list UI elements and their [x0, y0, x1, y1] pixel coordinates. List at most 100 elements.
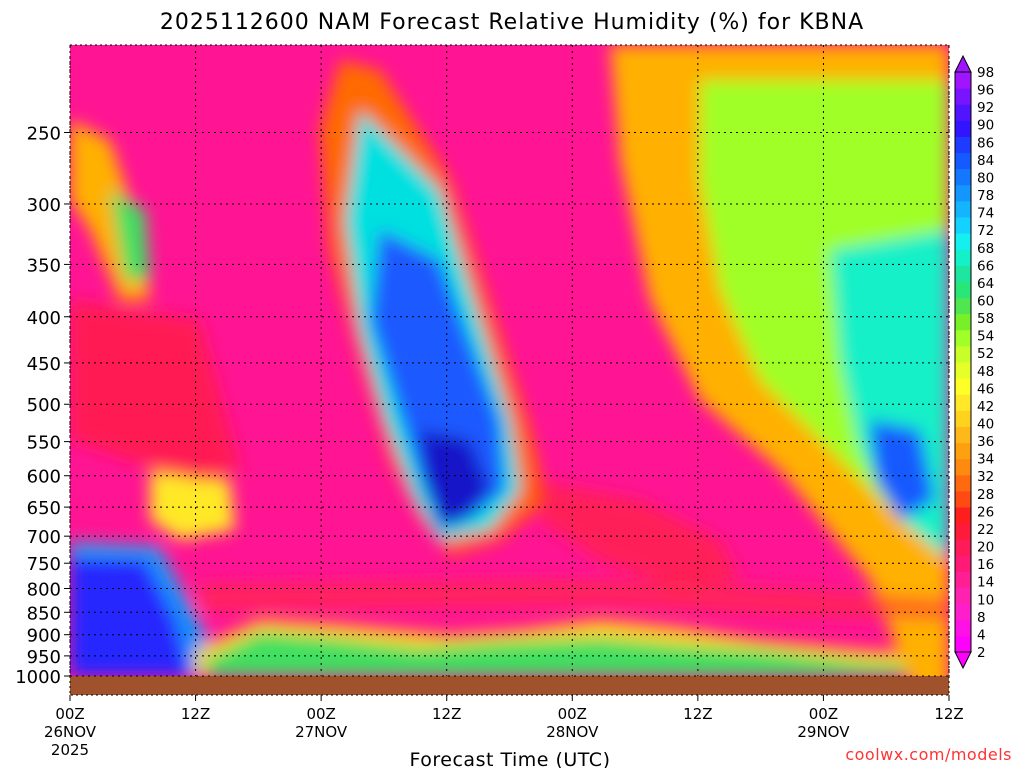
colorbar-level-label: 46: [977, 381, 994, 397]
pressure-tick-label: 650: [27, 498, 61, 519]
time-tick-date: 28NOV: [546, 723, 599, 741]
colorbar-swatch: [955, 474, 971, 492]
colorbar-swatch: [955, 168, 971, 186]
late-moist-peak: [870, 420, 935, 520]
colorbar-swatch: [955, 184, 971, 202]
colorbar-level-label: 60: [977, 293, 994, 309]
colorbar-swatch: [955, 555, 971, 572]
colorbar-swatch: [955, 442, 971, 460]
morning-moist-edge: [70, 540, 220, 676]
pressure-tick-label: 850: [27, 603, 61, 624]
ground-strip: [70, 676, 949, 695]
pressure-tick-label: 900: [27, 626, 61, 647]
colorbar-level-label: 96: [977, 83, 994, 99]
midlevel-moist-streak: [150, 470, 235, 540]
colorbar-level-label: 8: [977, 610, 986, 626]
colorbar-swatch: [955, 539, 971, 556]
time-tick-year: 2025: [51, 741, 89, 759]
colorbar-level-label: 58: [977, 311, 994, 327]
colorbar-swatch: [955, 635, 971, 653]
colorbar-level-label: 14: [977, 575, 994, 591]
pressure-tick-label: 700: [27, 527, 61, 548]
time-tick-date: 29NOV: [797, 723, 850, 741]
pressure-axis: 2503003504004505005506006507007508008509…: [15, 123, 70, 688]
colorbar-level-label: 72: [977, 223, 994, 239]
colorbar-swatch: [955, 426, 971, 444]
pressure-tick-label: 500: [27, 395, 61, 416]
time-tick-label: 00Z: [306, 705, 335, 723]
morning-moist-region: [70, 550, 210, 676]
time-tick-label: 12Z: [934, 705, 963, 723]
colorbar-level-label: 28: [977, 487, 994, 503]
colorbar-level-label: 42: [977, 399, 994, 415]
colorbar-level-label: 98: [977, 65, 994, 81]
colorbar-level-label: 36: [977, 434, 994, 450]
colorbar-level-label: 16: [977, 557, 994, 573]
pressure-tick-label: 450: [27, 354, 61, 375]
colorbar-swatch: [955, 378, 971, 395]
time-tick-label: 00Z: [809, 705, 838, 723]
near-surface-moist: [205, 632, 949, 676]
colorbar-level-label: 92: [977, 100, 994, 116]
pressure-tick-label: 350: [27, 255, 61, 276]
colorbar-swatch: [955, 394, 971, 411]
colorbar-swatch: [955, 200, 971, 218]
colorbar-level-label: 80: [977, 170, 994, 186]
colorbar-swatch: [955, 104, 971, 121]
colorbar-swatch: [955, 571, 971, 589]
time-tick-label: 12Z: [181, 705, 210, 723]
colorbar-level-label: 4: [977, 627, 986, 643]
chart-title: 2025112600 NAM Forecast Relative Humidit…: [160, 10, 864, 35]
pressure-tick-label: 550: [27, 433, 61, 454]
colorbar-top-arrow: [954, 54, 972, 73]
colorbar-level-label: 66: [977, 258, 994, 274]
credit-text: coolwx.com/models: [845, 745, 1012, 764]
colorbar-swatch: [955, 249, 971, 266]
colorbar-level-label: 40: [977, 417, 994, 433]
colorbar-swatch: [955, 152, 971, 170]
colorbar-level-label: 84: [977, 153, 994, 169]
upper-left-core-region: [110, 190, 150, 280]
colorbar-swatch: [955, 619, 971, 637]
colorbar-swatch: [955, 603, 971, 621]
colorbar-swatch: [955, 313, 971, 331]
colorbar-swatch: [955, 490, 971, 508]
colorbar-level-label: 32: [977, 469, 994, 485]
pressure-tick-label: 1000: [15, 667, 61, 688]
colorbar-level-label: 74: [977, 206, 994, 222]
colorbar-level-label: 86: [977, 135, 994, 151]
pressure-gridlines: [70, 131, 949, 677]
pressure-tick-label: 950: [27, 647, 61, 668]
colorbar-level-label: 64: [977, 276, 994, 292]
colorbar-swatch: [955, 120, 971, 137]
colorbar-swatch: [955, 507, 971, 524]
colorbar-swatch: [955, 587, 971, 605]
afternoon-red-band: [530, 480, 740, 590]
x-axis-label: Forecast Time (UTC): [410, 749, 611, 768]
colorbar-level-label: 22: [977, 522, 994, 538]
colorbar-swatch: [955, 458, 971, 476]
lower-level-red-band: [200, 580, 949, 620]
colorbar-swatch: [955, 233, 971, 250]
colorbar-level-label: 48: [977, 364, 994, 380]
pressure-tick-label: 300: [27, 195, 61, 216]
colorbar-level-label: 26: [977, 504, 994, 520]
pressure-tick-label: 250: [27, 123, 61, 144]
colorbar-level-label: 68: [977, 241, 994, 257]
colorbar-frame: [954, 71, 972, 653]
humidity-field: [70, 45, 949, 676]
colorbar-swatch: [955, 72, 971, 89]
time-tick-label: 00Z: [558, 705, 587, 723]
time-tick-label: 00Z: [55, 705, 84, 723]
time-tick-label: 12Z: [683, 705, 712, 723]
colorbar-swatch: [955, 136, 971, 154]
colorbar-swatch: [955, 88, 971, 105]
colorbar-swatch: [955, 523, 971, 540]
colorbar-swatch: [955, 281, 971, 299]
colorbar-swatch: [955, 362, 971, 379]
color-legend: 2481014162022262832343640424648525458606…: [954, 54, 994, 670]
colorbar-level-label: 20: [977, 540, 994, 556]
time-tick-date: 27NOV: [295, 723, 348, 741]
colorbar-swatch: [955, 265, 971, 282]
